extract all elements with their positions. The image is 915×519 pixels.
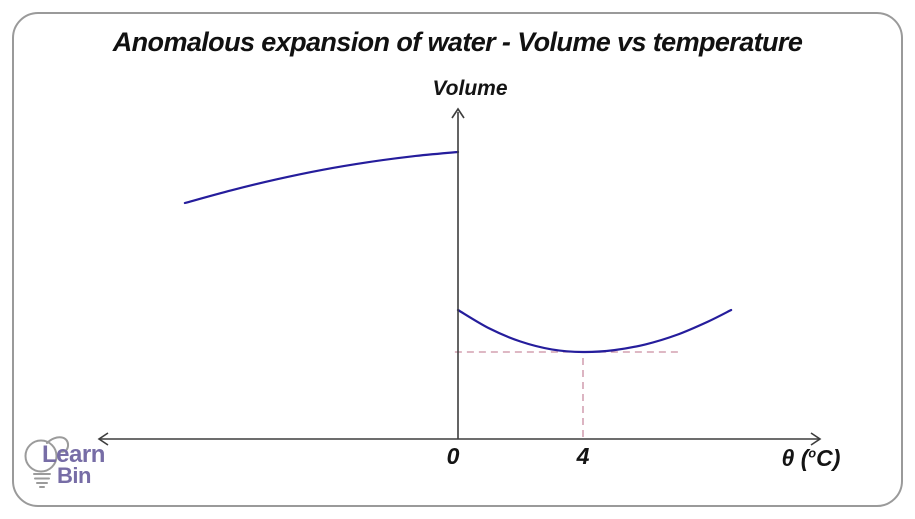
ice-curve: [183, 150, 460, 205]
x-axis-label-prefix: θ (: [781, 445, 809, 471]
x-axis-label: θ (oC): [756, 445, 866, 472]
y-axis-label: Volume: [432, 77, 508, 100]
x-axis-label-suffix: C): [816, 445, 841, 471]
x-tick-four: 4: [576, 443, 590, 469]
y-axis-arrow-up-icon: [451, 107, 465, 119]
lightbulb-icon: [24, 436, 70, 488]
x-axis-arrow-right-icon: [810, 432, 822, 446]
x-axis-arrow-left-icon: [97, 432, 109, 446]
chart-title: Anomalous expansion of water - Volume vs…: [112, 27, 803, 57]
x-tick-zero: 0: [446, 443, 460, 469]
logo-word-learn: Learn: [42, 441, 105, 468]
learnbin-logo: Learn Bin: [24, 436, 154, 506]
logo-word-bin: Bin: [57, 463, 91, 488]
water-curve: [456, 308, 733, 354]
degree-superscript: o: [808, 446, 817, 461]
